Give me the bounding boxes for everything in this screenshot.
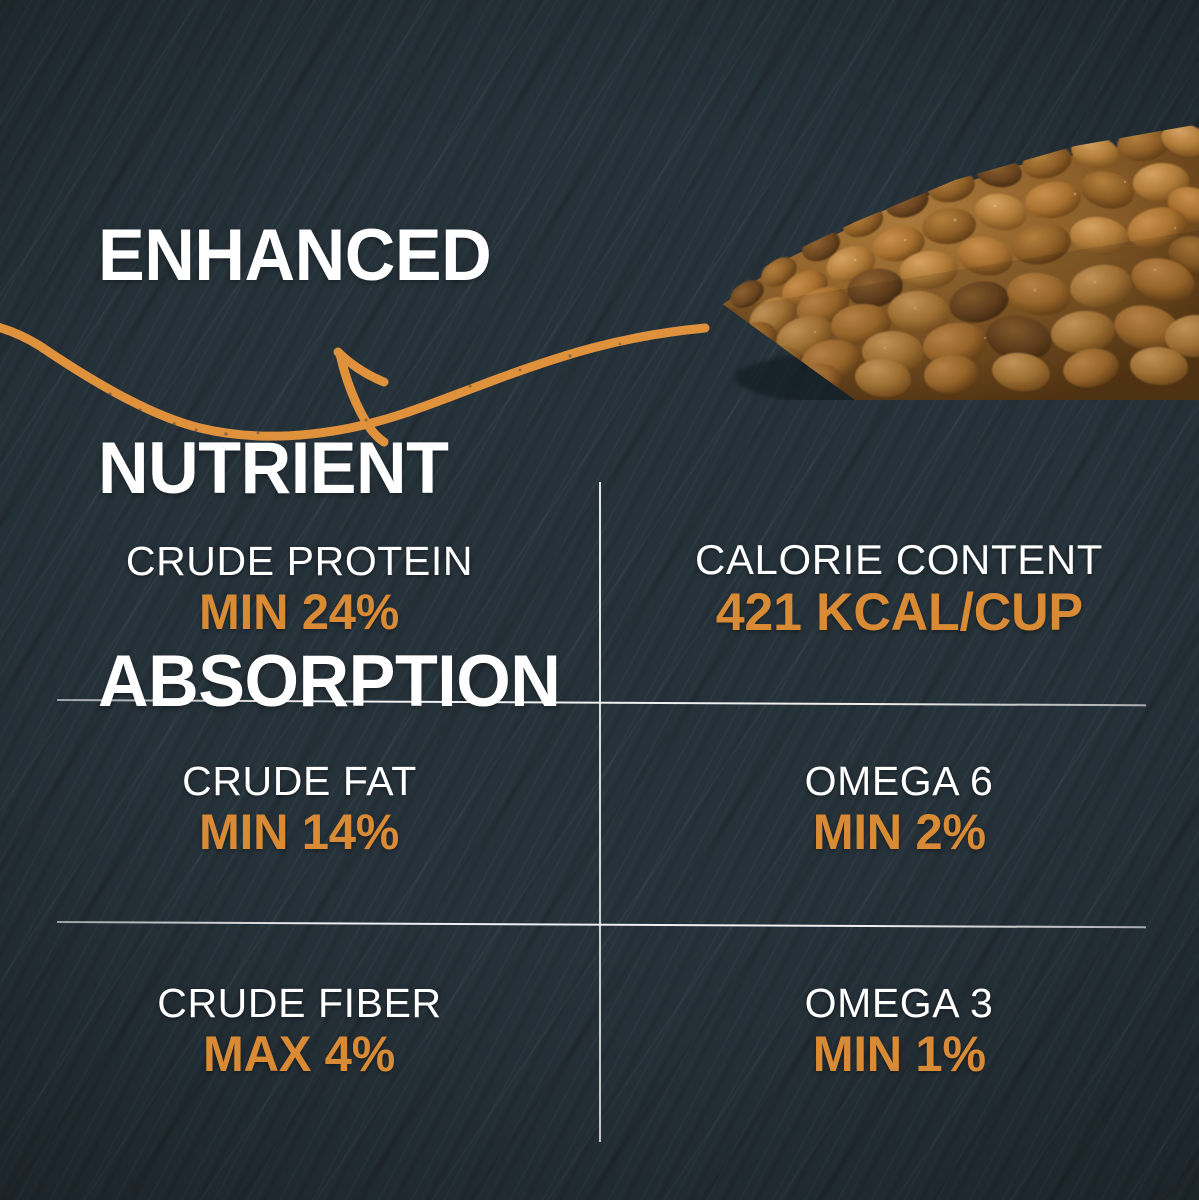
nutrition-stats-grid: CRUDE PROTEIN MIN 24% CALORIE CONTENT 42…: [0, 482, 1199, 1144]
stat-value: MAX 4%: [203, 1026, 396, 1083]
page-title-line-2: NUTRIENT: [98, 428, 449, 509]
stat-omega-3: OMEGA 3 MIN 1%: [599, 922, 1199, 1144]
stat-value: MIN 2%: [812, 804, 986, 861]
kibble-pile-image: [655, 110, 1199, 400]
stat-value: MIN 1%: [812, 1026, 986, 1083]
stat-value: MIN 24%: [199, 584, 400, 641]
stat-crude-protein: CRUDE PROTEIN MIN 24%: [0, 482, 599, 700]
grid-vertical-divider: [599, 482, 601, 1142]
stat-omega-6: OMEGA 6 MIN 2%: [599, 700, 1199, 922]
stat-value: 421 KCAL/CUP: [715, 582, 1083, 642]
page-title-line-1: ENHANCED: [98, 215, 492, 296]
stat-value: MIN 14%: [199, 804, 400, 861]
stat-label: CRUDE FIBER: [157, 979, 442, 1026]
stat-label: CRUDE PROTEIN: [125, 537, 474, 584]
stat-label: OMEGA 3: [804, 979, 994, 1026]
stat-crude-fiber: CRUDE FIBER MAX 4%: [0, 922, 599, 1144]
stat-crude-fat: CRUDE FAT MIN 14%: [0, 700, 599, 922]
stat-label: CRUDE FAT: [182, 757, 417, 804]
page-title: ENHANCED NUTRIENT ABSORPTION: [98, 78, 561, 859]
stat-calorie-content: CALORIE CONTENT 421 KCAL/CUP: [599, 482, 1199, 700]
page-title-line-3: ABSORPTION: [98, 641, 561, 722]
curved-arrow-icon: [0, 300, 760, 470]
stat-label: OMEGA 6: [804, 757, 994, 804]
stat-label: CALORIE CONTENT: [694, 535, 1104, 583]
